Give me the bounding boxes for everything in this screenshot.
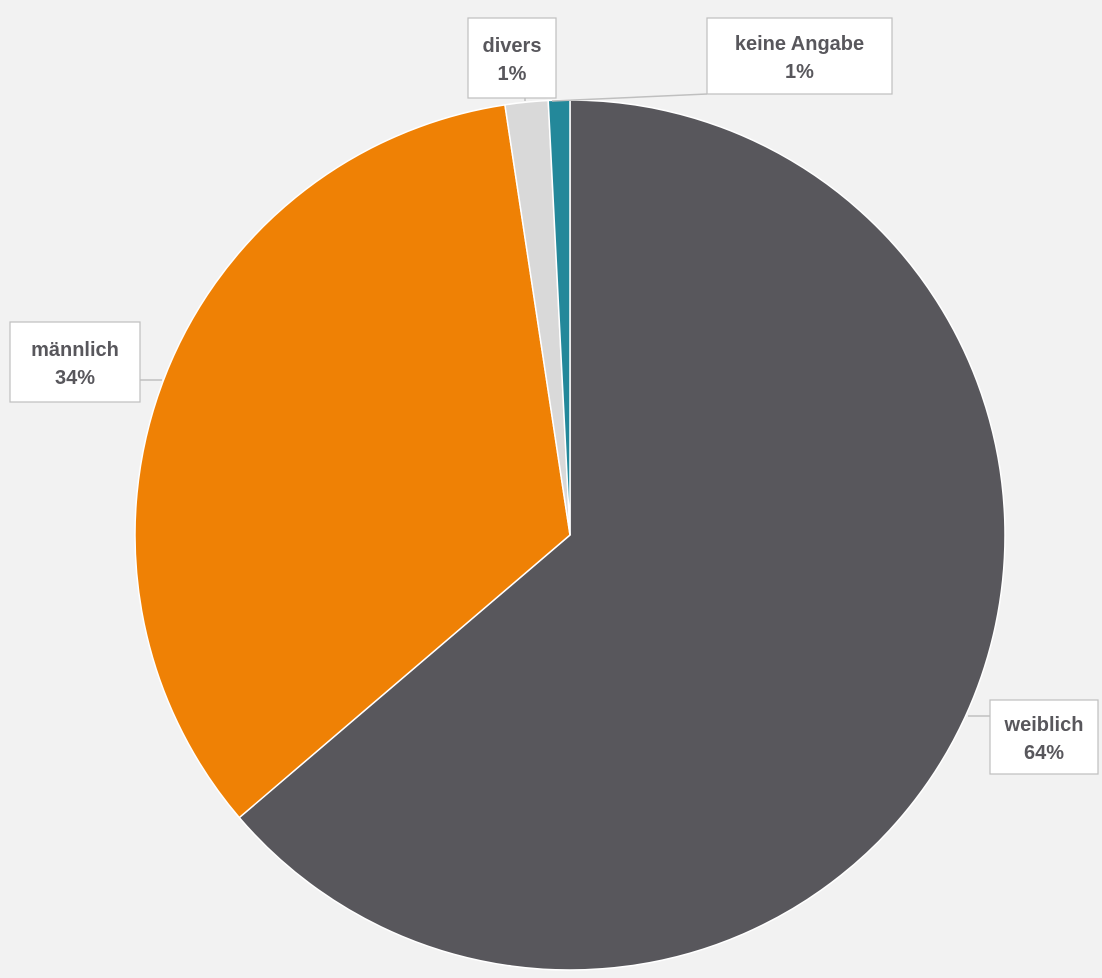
data-label-category: männlich [31, 339, 119, 361]
data-label-category: keine Angabe [735, 33, 864, 55]
leader-lines [140, 93, 990, 717]
data-label-weiblich: weiblich 64% [989, 699, 1099, 775]
data-label-box [706, 17, 893, 95]
data-label-box [9, 321, 141, 403]
data-label-box [989, 699, 1099, 775]
data-label-percentage: 1% [498, 63, 527, 85]
data-label-percentage: 64% [1024, 742, 1064, 764]
data-label-percentage: 34% [55, 367, 95, 389]
data-label-percentage: 1% [785, 61, 814, 83]
pie-slices [134, 99, 1006, 971]
data-label-männlich: männlich 34% [9, 321, 141, 403]
pie-slice-männlich [134, 104, 571, 819]
pie-slice-weiblich [238, 99, 1006, 971]
data-label-divers: divers 1% [467, 17, 557, 99]
data-label-box [467, 17, 557, 99]
leader-line-keine-angabe [551, 93, 708, 102]
data-label-keine-angabe: keine Angabe 1% [706, 17, 893, 95]
data-label-category: divers [483, 35, 542, 57]
data-label-category: weiblich [1004, 714, 1084, 736]
